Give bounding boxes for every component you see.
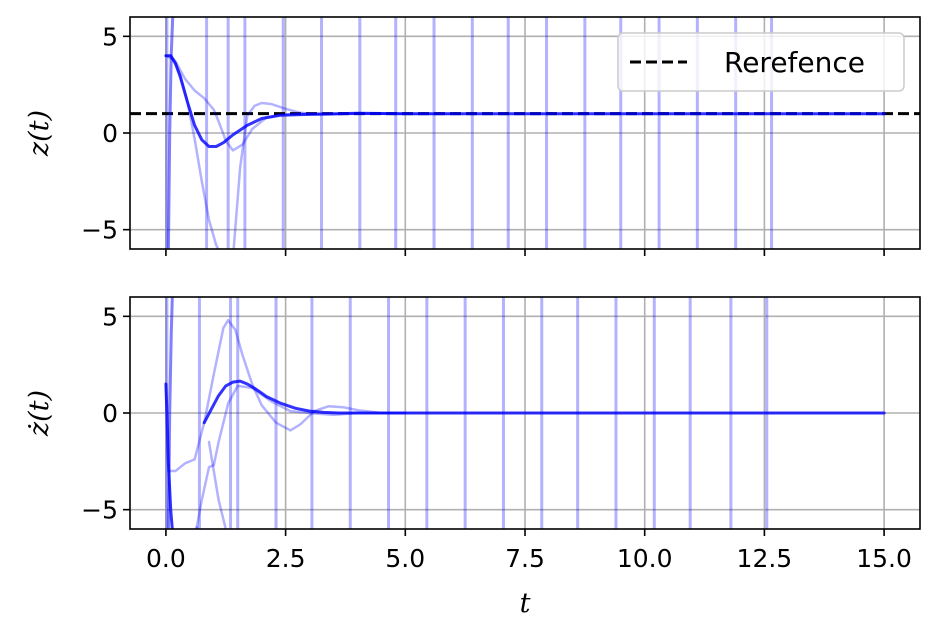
y-tick-label: 5 bbox=[102, 302, 118, 331]
series-line bbox=[167, 318, 407, 473]
series-bottom bbox=[164, 297, 886, 529]
x-tick-label: 10.0 bbox=[617, 544, 673, 573]
series-line bbox=[164, 54, 407, 152]
y-tick-label: −5 bbox=[81, 216, 118, 245]
legend-label-reference: Rerefence bbox=[724, 46, 865, 79]
series-line bbox=[207, 440, 228, 529]
series-top bbox=[164, 17, 886, 249]
x-axis-label: t bbox=[520, 588, 531, 619]
legend: Rerefence bbox=[617, 32, 905, 92]
legend-box bbox=[617, 32, 905, 92]
y-tick-label: 5 bbox=[102, 22, 118, 51]
x-tick-label: 2.5 bbox=[266, 544, 306, 573]
y-tick-label: −5 bbox=[81, 496, 118, 525]
x-tick-label: 5.0 bbox=[385, 544, 425, 573]
top-panel: −5 0 5 z(t) Rerefence bbox=[24, 16, 921, 256]
x-tick-label: 0.0 bbox=[146, 544, 186, 573]
series-line bbox=[166, 297, 174, 529]
series-line bbox=[232, 101, 455, 249]
x-tick-label: 12.5 bbox=[737, 544, 793, 573]
x-tick-label: 7.5 bbox=[505, 544, 545, 573]
y-tick-label: 0 bbox=[102, 119, 118, 148]
series-line bbox=[166, 17, 175, 249]
y-axis-label-bottom: ż(t) bbox=[24, 390, 55, 437]
x-tick-label: 15.0 bbox=[856, 544, 912, 573]
bottom-panel: 0.0 2.5 5.0 7.5 10.0 12.5 15.0 −5 0 5 ż(t) t bbox=[24, 296, 921, 619]
ticks-top: −5 0 5 bbox=[81, 22, 885, 256]
series-line bbox=[202, 379, 886, 425]
series-line bbox=[164, 54, 220, 249]
series-line bbox=[164, 54, 886, 148]
series-line bbox=[195, 384, 407, 529]
y-axis-label-top: z(t) bbox=[24, 110, 55, 157]
ticks-bottom: 0.0 2.5 5.0 7.5 10.0 12.5 15.0 −5 0 5 bbox=[81, 302, 912, 573]
y-tick-label: 0 bbox=[102, 399, 118, 428]
